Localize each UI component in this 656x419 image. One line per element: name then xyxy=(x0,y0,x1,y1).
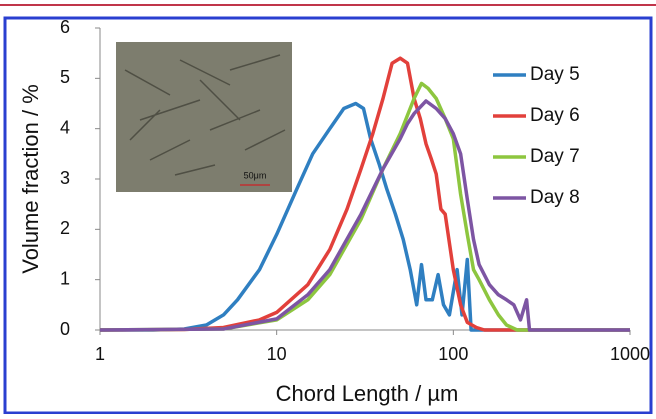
y-tick-label: 5 xyxy=(60,67,70,87)
x-tick-label: 1 xyxy=(95,344,105,364)
y-tick-label: 1 xyxy=(60,268,70,288)
y-axis-title: Volume fraction / % xyxy=(18,84,43,274)
y-tick-label: 6 xyxy=(60,17,70,37)
legend-label: Day 8 xyxy=(530,187,580,208)
frame xyxy=(3,16,653,415)
legend-label: Day 5 xyxy=(530,64,580,85)
y-tick-label: 0 xyxy=(60,319,70,339)
legend-label: Day 6 xyxy=(530,105,580,126)
series-line xyxy=(99,81,630,332)
x-axis-title: Chord Length / µm xyxy=(276,381,459,406)
series-line xyxy=(100,101,630,332)
series-line xyxy=(99,56,630,332)
y-tick-label: 2 xyxy=(60,218,70,238)
y-tick-label: 3 xyxy=(60,168,70,188)
inset-image: 50μm xyxy=(116,42,292,192)
x-tick-label: 1000 xyxy=(610,344,650,364)
x-tick-label: 10 xyxy=(267,344,287,364)
legend-label: Day 7 xyxy=(530,146,580,167)
x-tick-label: 100 xyxy=(438,344,468,364)
crystals xyxy=(124,54,286,176)
scale-label: 50μm xyxy=(244,170,267,180)
y-tick-label: 4 xyxy=(60,117,70,137)
series-line xyxy=(99,99,630,332)
